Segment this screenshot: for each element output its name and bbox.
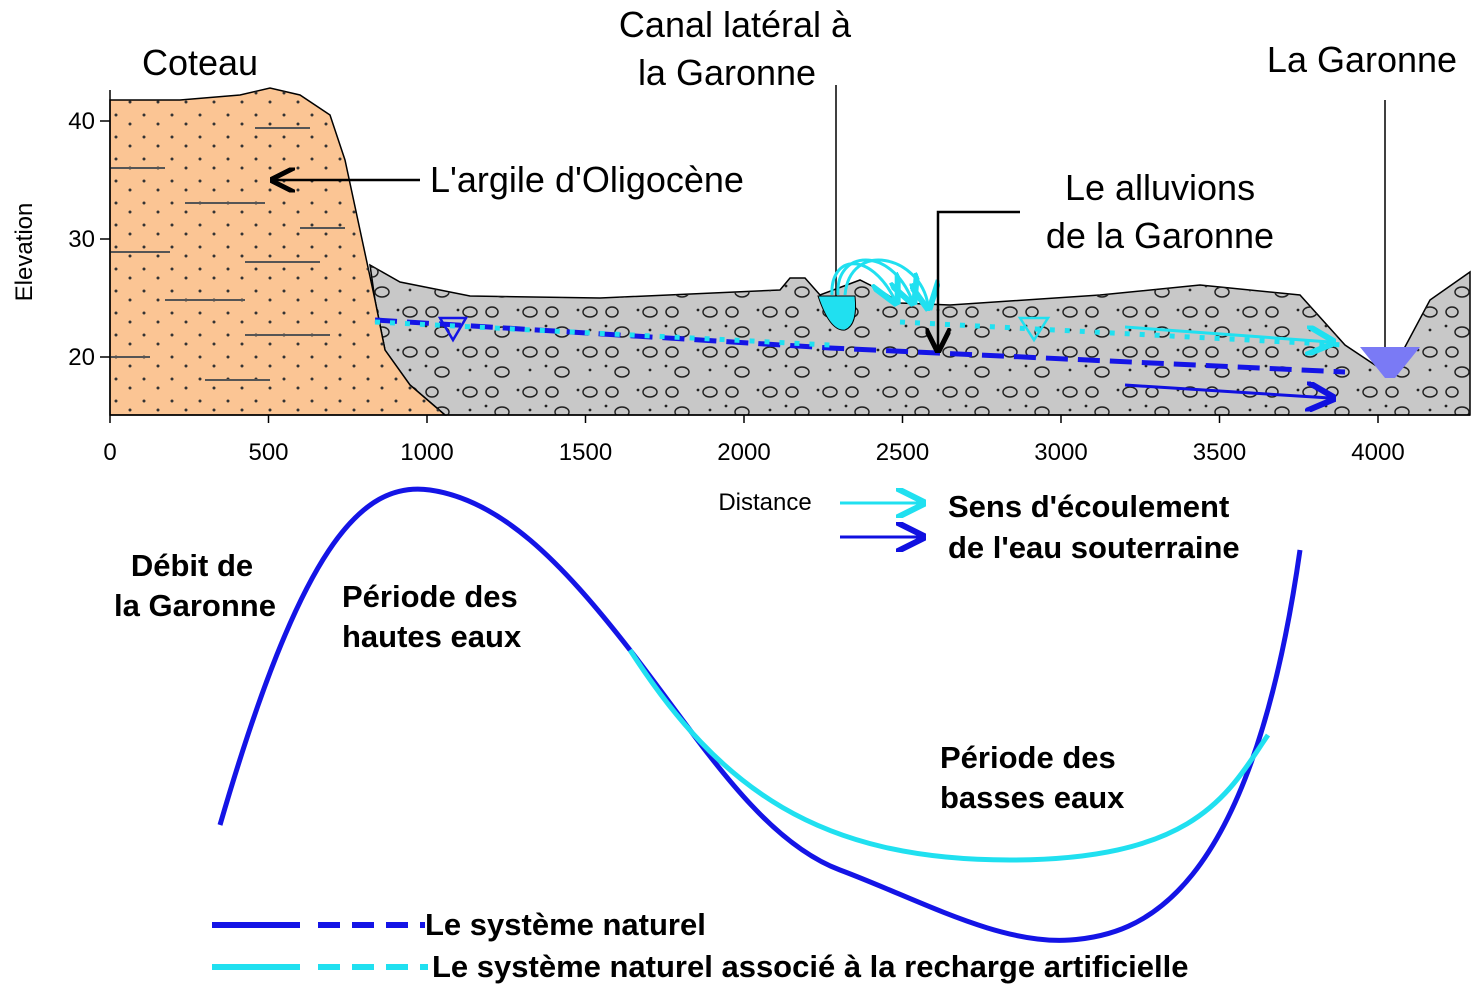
cross-section: 0 500 1000 1500 2000 2500 3000 3500 4000 20 30 40 — [68, 85, 1471, 537]
label: Canal latéral à — [619, 4, 852, 45]
label: La Garonne — [1267, 39, 1457, 80]
label: L'argile d'Oligocène — [430, 159, 744, 200]
x-tick-label: 500 — [248, 439, 288, 466]
flow-legend: Sens d'écoulement — [948, 489, 1229, 524]
label: Débit de — [131, 548, 253, 583]
flow-legend: de l'eau souterraine — [948, 530, 1240, 565]
label: Période des — [342, 579, 518, 614]
y-tick-label: 30 — [68, 226, 95, 253]
y-tick-label: 40 — [68, 108, 95, 135]
x-tick-label: 0 — [103, 439, 116, 466]
legend-label: Le système naturel associé à la recharge… — [432, 949, 1188, 984]
x-tick-label: 2000 — [717, 439, 770, 466]
label: Coteau — [142, 42, 258, 83]
x-axis-label: Distance — [718, 489, 811, 516]
label: la Garonne — [638, 52, 816, 93]
label: basses eaux — [940, 780, 1125, 815]
label: la Garonne — [114, 588, 276, 623]
x-tick-label: 1500 — [559, 439, 612, 466]
x-tick-label: 4000 — [1351, 439, 1404, 466]
legend-label: Le système naturel — [425, 907, 706, 942]
label: de la Garonne — [1046, 215, 1274, 256]
x-tick-label: 3500 — [1193, 439, 1246, 466]
y-axis-label: Elevation — [11, 203, 38, 302]
label: Période des — [940, 740, 1116, 775]
x-tick-label: 3000 — [1034, 439, 1087, 466]
hydrograph — [217, 486, 1303, 943]
label: Le alluvions — [1065, 167, 1255, 208]
x-tick-label: 1000 — [400, 439, 453, 466]
y-tick-label: 20 — [68, 344, 95, 371]
x-tick-label: 2500 — [876, 439, 929, 466]
label: hautes eaux — [342, 619, 522, 654]
